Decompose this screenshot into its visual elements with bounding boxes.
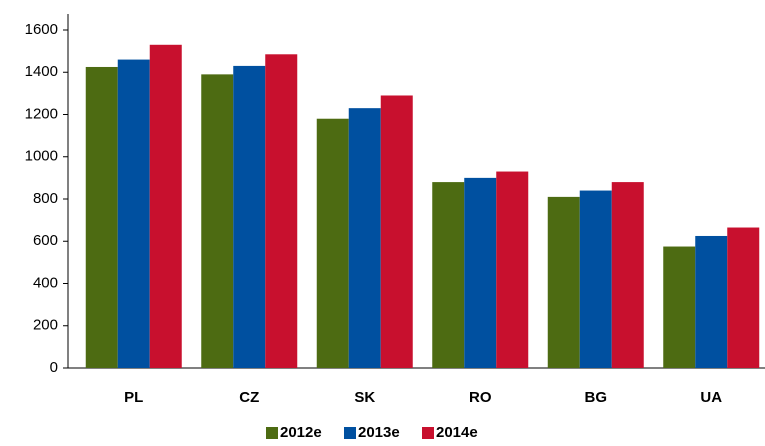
legend-swatch bbox=[344, 427, 356, 439]
x-tick-label: PL bbox=[124, 389, 143, 406]
bar bbox=[663, 246, 696, 368]
y-tick-label: 1000 bbox=[25, 148, 58, 165]
bar bbox=[149, 44, 182, 368]
x-tick-label: BG bbox=[585, 389, 608, 406]
bar bbox=[348, 108, 381, 368]
legend-label: 2014e bbox=[436, 424, 478, 441]
legend-label: 2012e bbox=[280, 424, 322, 441]
bar bbox=[496, 171, 529, 368]
bar bbox=[117, 59, 150, 368]
bar bbox=[727, 227, 760, 368]
bar bbox=[611, 182, 644, 368]
bar bbox=[579, 190, 612, 368]
x-tick-label: SK bbox=[354, 389, 375, 406]
bar bbox=[380, 95, 413, 369]
legend-label: 2013e bbox=[358, 424, 400, 441]
bar bbox=[464, 177, 497, 368]
y-tick-label: 800 bbox=[33, 190, 58, 207]
y-tick-label: 400 bbox=[33, 274, 58, 291]
bar bbox=[85, 66, 118, 368]
bar bbox=[695, 235, 728, 368]
y-tick-label: 200 bbox=[33, 317, 58, 334]
y-tick-label: 1600 bbox=[25, 21, 58, 38]
bar bbox=[432, 182, 465, 368]
y-tick-label: 1200 bbox=[25, 105, 58, 122]
legend-swatch bbox=[266, 427, 278, 439]
bar bbox=[201, 74, 234, 369]
bar bbox=[547, 196, 580, 368]
y-tick-label: 0 bbox=[50, 359, 58, 376]
legend-swatch bbox=[422, 427, 434, 439]
y-tick-label: 600 bbox=[33, 232, 58, 249]
bar bbox=[233, 65, 266, 368]
x-tick-label: RO bbox=[469, 389, 492, 406]
bar bbox=[316, 118, 349, 368]
x-tick-label: CZ bbox=[239, 389, 259, 406]
x-tick-label: UA bbox=[700, 389, 722, 406]
y-tick-label: 1400 bbox=[25, 63, 58, 80]
bar bbox=[265, 54, 298, 368]
